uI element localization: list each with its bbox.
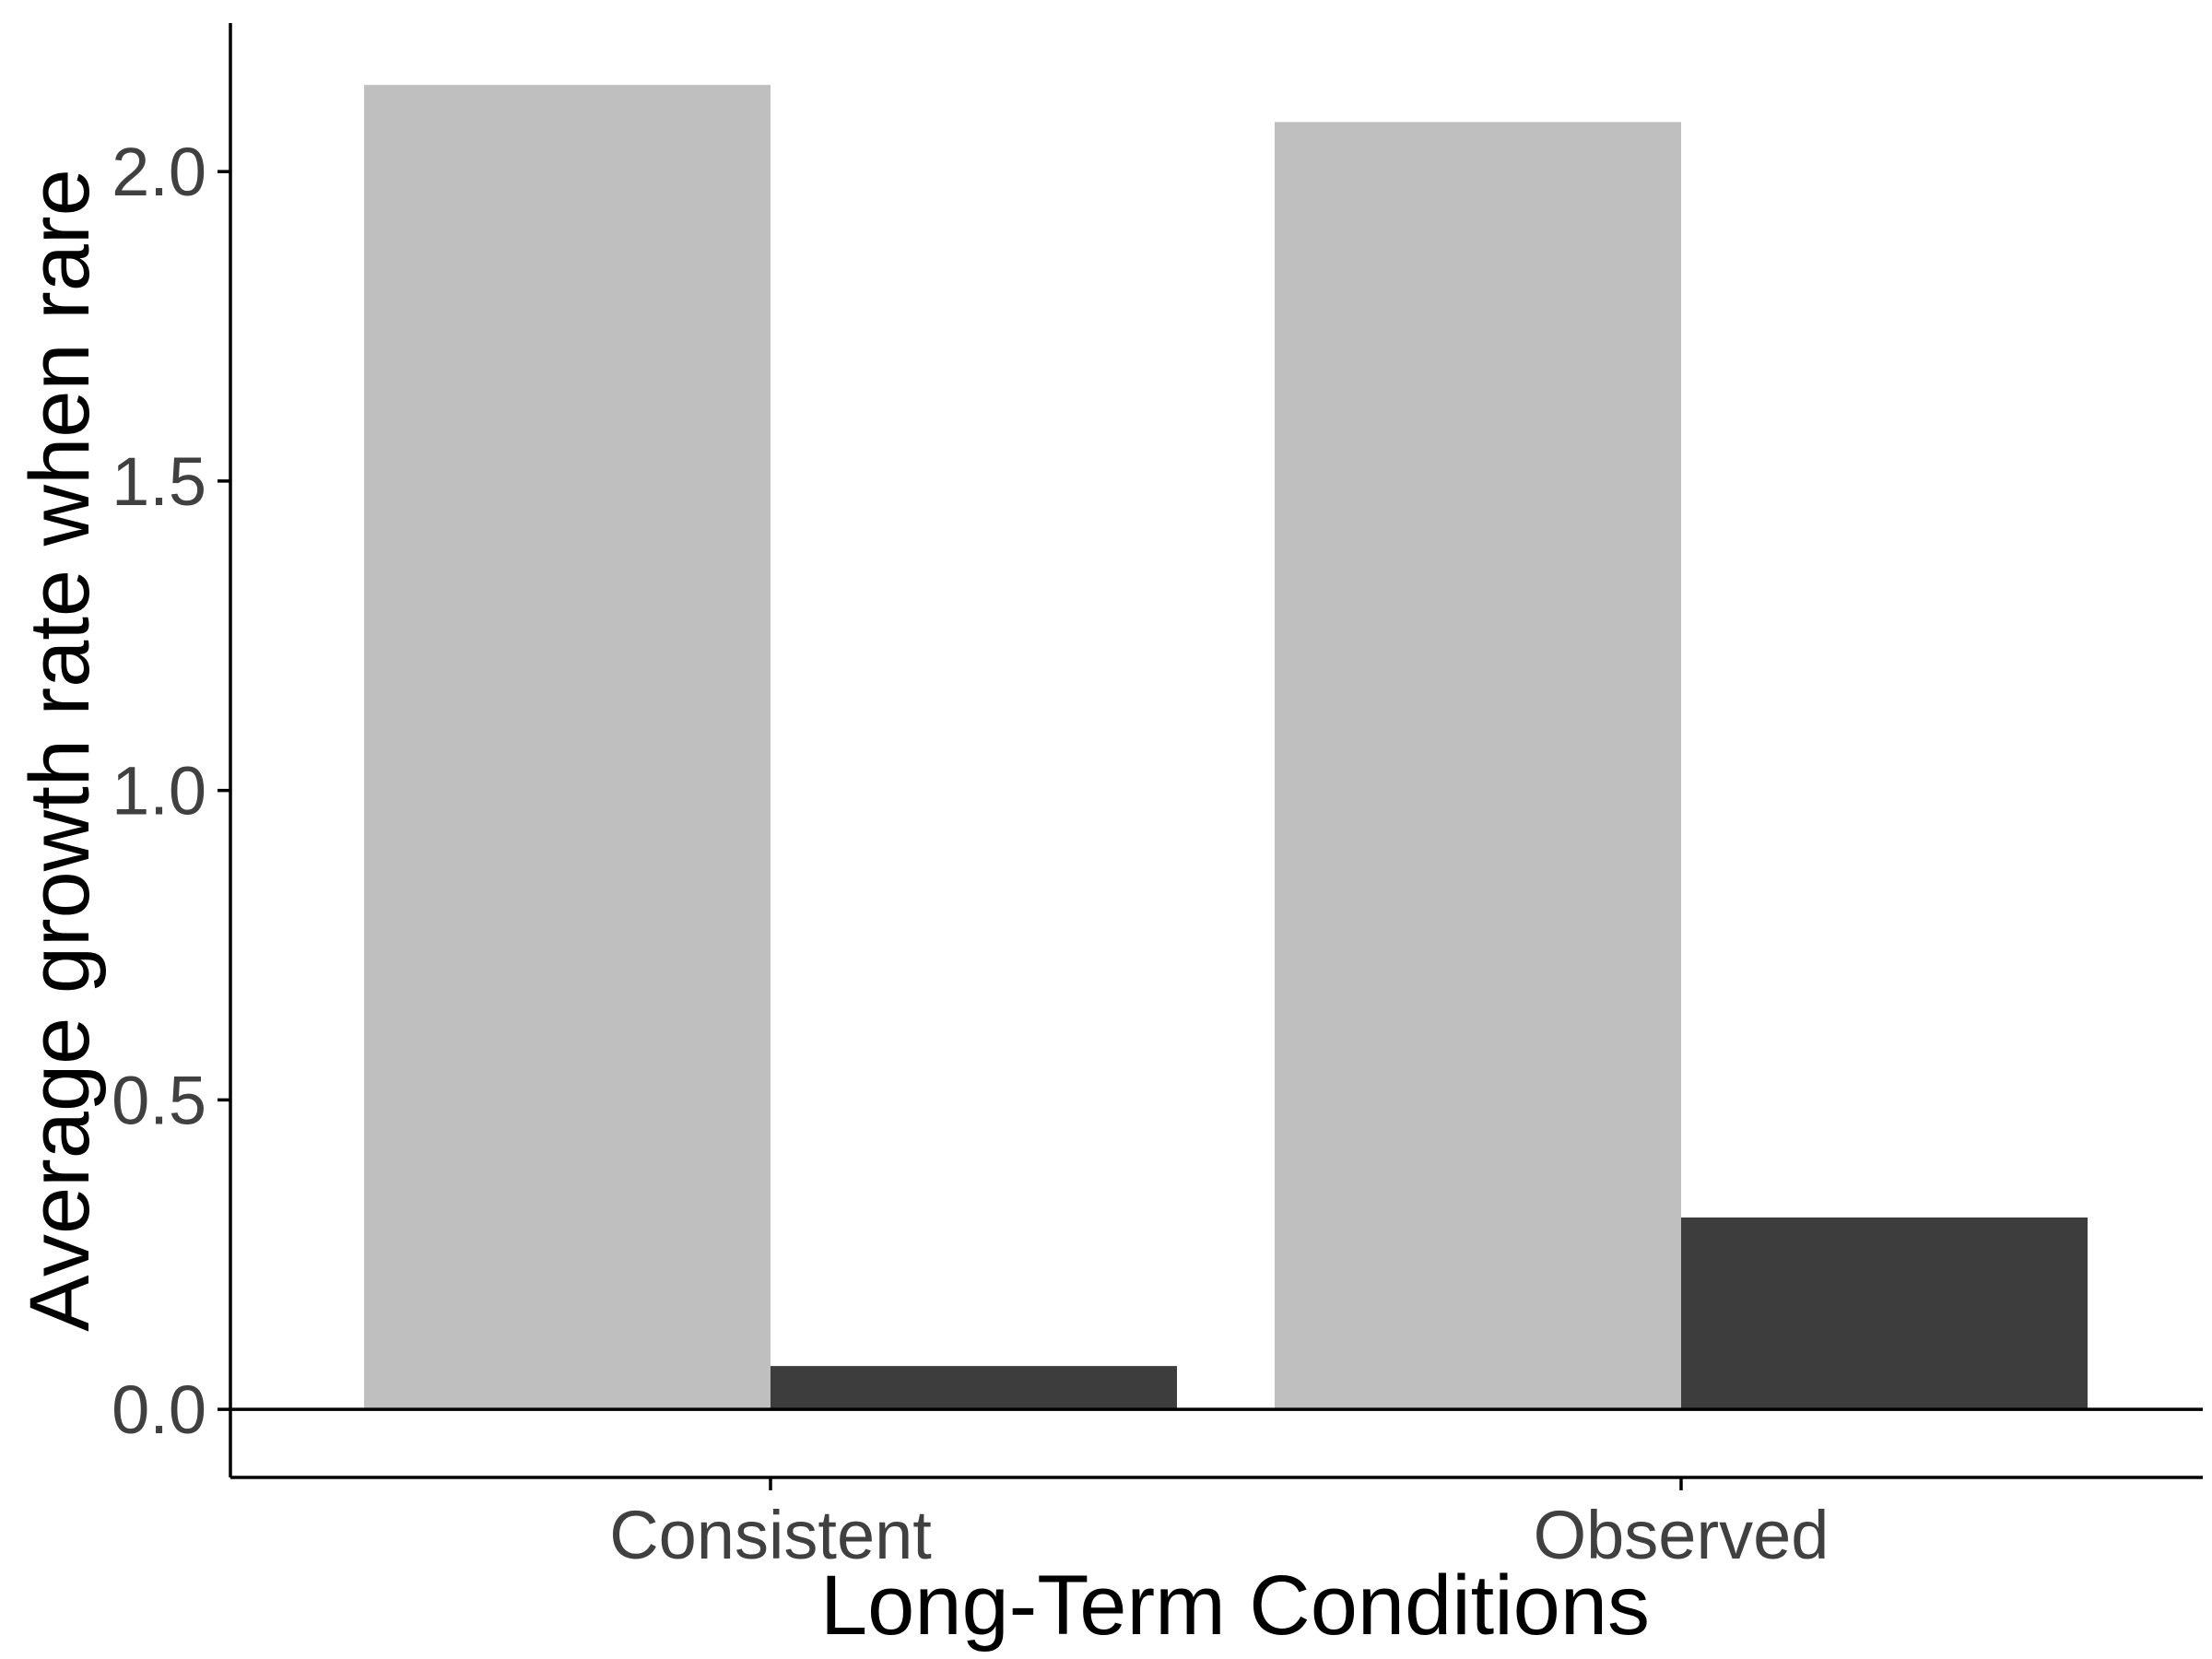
y-axis-ticks: 0.0 0.5 1.0 1.5 2.0	[112, 134, 230, 1448]
bar-consistent-series-1	[364, 85, 771, 1410]
x-tick-label-observed: Observed	[1534, 1497, 1830, 1573]
bars	[364, 85, 2088, 1410]
y-tick-label: 0.5	[112, 1062, 206, 1138]
bar-observed-series-1	[1275, 122, 1681, 1410]
y-tick-label: 2.0	[112, 134, 206, 210]
bar-consistent-series-2	[771, 1366, 1177, 1410]
x-axis-ticks: Consistent Observed	[609, 1477, 1829, 1573]
x-tick-label-consistent: Consistent	[609, 1497, 932, 1573]
y-axis-title: Average growth rate when rare	[13, 169, 107, 1331]
x-axis-title: Long-Term Conditions	[820, 1559, 1650, 1653]
y-tick-label: 1.5	[112, 443, 206, 520]
bar-observed-series-2	[1681, 1217, 2088, 1410]
y-tick-label: 1.0	[112, 753, 206, 830]
y-tick-label: 0.0	[112, 1371, 206, 1448]
